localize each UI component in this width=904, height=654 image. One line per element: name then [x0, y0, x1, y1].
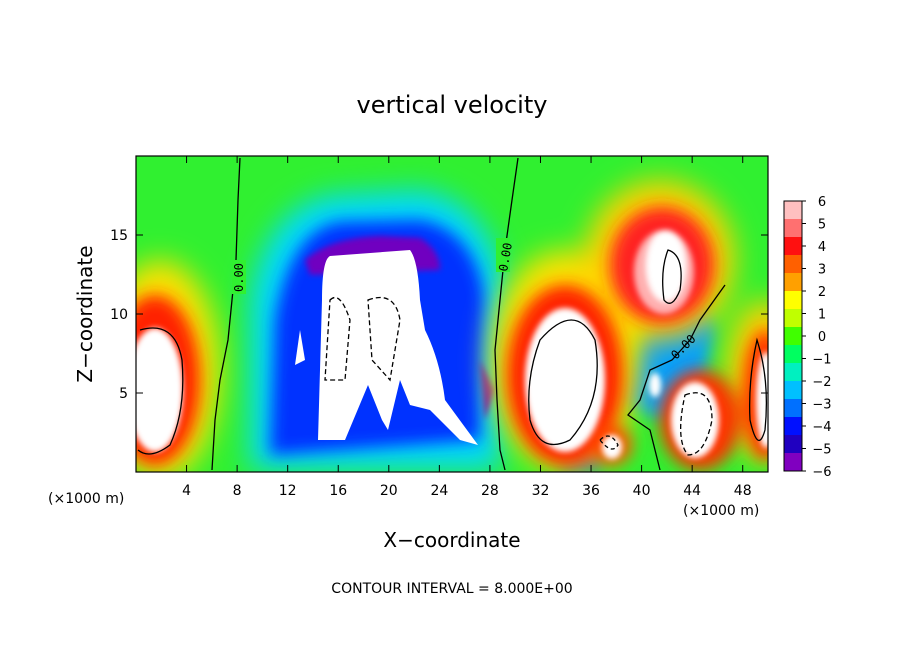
negative-contour-east — [680, 392, 713, 456]
x-tick-label: 48 — [734, 483, 752, 499]
zero-contour-center — [494, 157, 519, 471]
colorbar-swatch — [784, 273, 802, 292]
colorbar-label: −5 — [812, 443, 831, 458]
central-updraft-finger — [295, 330, 305, 365]
y-tick-label: 10 — [110, 307, 128, 323]
colorbar-swatch — [784, 417, 802, 436]
colorbar-label: 0 — [818, 330, 826, 345]
negative-contour-small — [599, 435, 619, 450]
contour-label-west: 0.00 — [232, 263, 246, 292]
positive-contour-east — [749, 337, 768, 441]
contour-lines — [137, 157, 768, 471]
colorbar-label: 2 — [818, 285, 826, 300]
y-tick-label: 5 — [119, 386, 128, 402]
colorbar-label: 1 — [818, 308, 826, 323]
positive-contour-west — [137, 327, 184, 455]
colorbar-swatch — [784, 327, 802, 346]
colorbar-label: −3 — [812, 398, 831, 413]
x-tick-label: 4 — [182, 483, 191, 499]
y-tick-label: 15 — [110, 228, 128, 244]
x-axis-unit-left: (×1000 m) — [48, 491, 124, 507]
colorbar-swatch — [784, 363, 802, 382]
colorbar-swatch — [784, 435, 802, 454]
colorbar-label: −1 — [812, 353, 831, 368]
y-axis-ticks: 5 10 15 — [110, 228, 768, 402]
contour-interval-note: CONTOUR INTERVAL = 8.000E+00 — [331, 581, 572, 597]
x-axis-unit-right: (×1000 m) — [683, 503, 759, 519]
colorbar-swatch — [784, 309, 802, 328]
colorbar-swatch — [784, 381, 802, 400]
velocity-field: 0.00 0.00 0.00 — [136, 156, 768, 472]
x-axis-ticks: 4 8 12 16 20 24 28 32 36 40 44 48 — [182, 156, 752, 499]
x-tick-label: 40 — [633, 483, 651, 499]
x-tick-label: 28 — [481, 483, 499, 499]
colorbar-label: 6 — [818, 195, 826, 210]
negative-contour-plume — [324, 296, 401, 382]
central-updraft-core — [318, 250, 478, 445]
colorbar-label: 4 — [818, 240, 826, 255]
zero-contour-east — [627, 284, 726, 471]
x-tick-label: 20 — [380, 483, 398, 499]
colorbar-swatch — [784, 237, 802, 256]
colorbar — [784, 201, 802, 472]
colorbar-swatch — [784, 219, 802, 238]
positive-contour-top — [662, 249, 682, 304]
colorbar-swatch — [784, 291, 802, 310]
colorbar-label: 3 — [818, 263, 826, 278]
x-axis-label: X−coordinate — [383, 528, 520, 552]
x-tick-label: 36 — [582, 483, 600, 499]
x-tick-label: 24 — [430, 483, 448, 499]
x-tick-label: 8 — [233, 483, 242, 499]
chart-title: vertical velocity — [357, 91, 548, 119]
colorbar-swatch — [784, 399, 802, 418]
positive-contour-mid — [528, 319, 598, 446]
colorbar-swatch — [784, 255, 802, 274]
colorbar-label: −4 — [812, 420, 831, 435]
x-tick-label: 44 — [683, 483, 701, 499]
x-tick-label: 16 — [329, 483, 347, 499]
contour-label-center: 0.00 — [496, 242, 515, 273]
colorbar-label: 5 — [818, 218, 826, 233]
colorbar-labels: 6 5 4 3 2 1 0 −1 −2 −3 −4 −5 −6 — [802, 195, 832, 480]
colorbar-swatch — [784, 453, 802, 472]
colorbar-label: −6 — [812, 465, 831, 480]
x-tick-label: 12 — [279, 483, 297, 499]
colorbar-label: −2 — [812, 375, 831, 390]
x-tick-label: 32 — [532, 483, 550, 499]
y-axis-label: Z−coordinate — [73, 245, 97, 382]
colorbar-swatch — [784, 345, 802, 364]
zero-contour-west — [211, 157, 241, 471]
colorbar-swatch — [784, 201, 802, 220]
